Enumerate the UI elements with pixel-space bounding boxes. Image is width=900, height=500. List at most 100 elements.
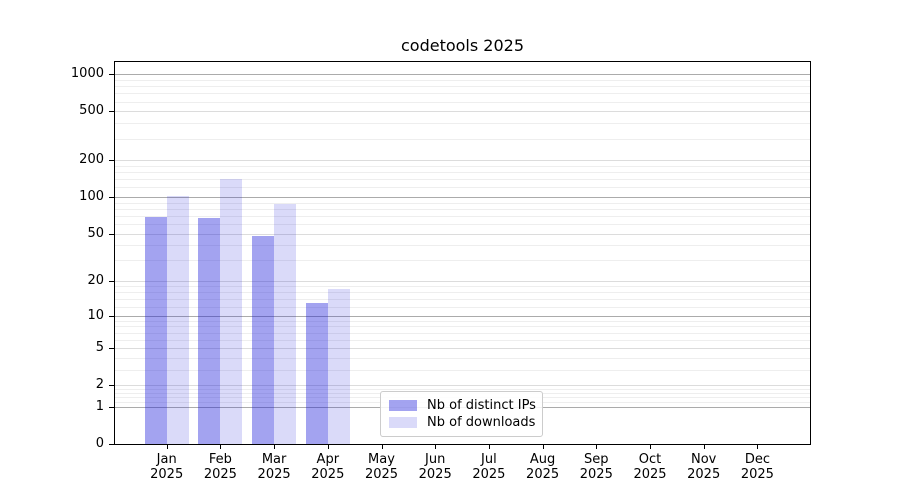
x-tick-apr <box>327 445 329 449</box>
legend-swatch-distinct-ips <box>389 400 417 411</box>
bar-feb-distinct-ips <box>198 218 221 444</box>
gridline-20 <box>115 281 810 283</box>
gridline-8 <box>115 326 810 328</box>
gridline-7 <box>115 332 810 334</box>
gridline-80 <box>115 208 810 210</box>
y-tick-label-20: 20 <box>87 273 104 289</box>
y-tick-2 <box>109 385 114 387</box>
y-tick-label-200: 200 <box>79 152 104 168</box>
plot-area <box>114 61 811 445</box>
x-tick-sep <box>596 445 598 449</box>
bar-jan-distinct-ips <box>144 217 167 444</box>
gridline-100 <box>115 197 810 198</box>
gridline-90 <box>115 202 810 204</box>
y-tick-500 <box>109 111 114 113</box>
gridline-40 <box>115 245 810 247</box>
x-tick-nov <box>703 445 705 449</box>
x-tick-label-oct: Oct 2025 <box>633 452 667 482</box>
x-tick-label-feb: Feb 2025 <box>203 452 237 482</box>
x-tick-label-nov: Nov 2025 <box>687 452 721 482</box>
gridline-800 <box>115 86 810 88</box>
y-tick-5 <box>109 348 114 350</box>
gridline-500 <box>115 111 810 113</box>
gridline-50 <box>115 233 810 235</box>
x-tick-label-dec: Dec 2025 <box>740 452 774 482</box>
x-tick-mar <box>274 445 276 449</box>
x-tick-jul <box>488 445 490 449</box>
y-tick-0 <box>109 444 114 445</box>
gridline-70 <box>115 215 810 217</box>
bar-mar-downloads <box>274 203 297 444</box>
gridline-4 <box>115 357 810 359</box>
gridline-16 <box>115 292 810 294</box>
bar-jan-downloads <box>166 196 189 444</box>
x-tick-label-may: May 2025 <box>364 452 399 482</box>
gridline-300 <box>115 138 810 140</box>
legend-label-downloads: Nb of downloads <box>427 415 536 430</box>
x-tick-aug <box>542 445 544 449</box>
x-tick-label-aug: Aug 2025 <box>526 452 560 482</box>
x-tick-label-apr: Apr 2025 <box>311 452 345 482</box>
gridline-2 <box>115 385 810 387</box>
gridline-5 <box>115 348 810 350</box>
y-tick-100 <box>109 197 114 198</box>
bar-mar-distinct-ips <box>252 235 275 444</box>
gridline-10 <box>115 315 810 317</box>
y-tick-50 <box>109 233 114 235</box>
chart-title: codetools 2025 <box>400 36 525 55</box>
gridline-140 <box>115 179 810 181</box>
x-tick-label-jun: Jun 2025 <box>418 452 452 482</box>
y-tick-label-2: 2 <box>95 377 104 393</box>
legend-label-distinct-ips: Nb of distinct IPs <box>427 398 536 413</box>
y-tick-200 <box>109 160 114 162</box>
x-tick-may <box>381 445 383 449</box>
gridline-160 <box>115 172 810 174</box>
gridline-30 <box>115 260 810 262</box>
gridline-200 <box>115 160 810 162</box>
x-tick-jan <box>166 445 168 449</box>
legend: Nb of distinct IPs Nb of downloads <box>380 391 543 437</box>
y-tick-label-100: 100 <box>79 189 104 204</box>
gridline-12 <box>115 306 810 308</box>
gridline-14 <box>115 299 810 301</box>
x-tick-dec <box>757 445 759 449</box>
x-tick-oct <box>650 445 651 449</box>
bar-apr-distinct-ips <box>305 302 328 444</box>
gridline-1.8 <box>115 388 810 390</box>
gridline-60 <box>115 224 810 225</box>
gridline-18 <box>115 286 810 288</box>
x-tick-label-sep: Sep 2025 <box>579 452 613 482</box>
y-tick-label-0: 0 <box>95 436 104 451</box>
x-tick-feb <box>220 445 222 449</box>
x-tick-jun <box>435 445 437 449</box>
bar-feb-downloads <box>220 179 243 444</box>
y-tick-label-500: 500 <box>79 103 104 119</box>
legend-row-distinct-ips: Nb of distinct IPs <box>389 397 536 414</box>
y-tick-label-1: 1 <box>95 398 104 414</box>
gridline-3 <box>115 369 810 371</box>
y-tick-1 <box>109 406 114 408</box>
gridline-1000 <box>115 74 810 76</box>
gridline-180 <box>115 165 810 167</box>
y-tick-label-50: 50 <box>87 225 104 241</box>
legend-row-downloads: Nb of downloads <box>389 414 536 431</box>
gridline-700 <box>115 93 810 95</box>
y-tick-label-5: 5 <box>95 340 104 356</box>
bar-apr-downloads <box>327 289 350 444</box>
legend-swatch-downloads <box>389 417 417 428</box>
y-tick-20 <box>109 281 114 283</box>
y-tick-1000 <box>109 74 114 76</box>
x-tick-label-jul: Jul 2025 <box>472 452 506 482</box>
y-tick-label-10: 10 <box>87 307 104 323</box>
x-tick-label-mar: Mar 2025 <box>257 452 291 482</box>
y-tick-10 <box>109 315 114 317</box>
gridline-6 <box>115 339 810 341</box>
gridline-120 <box>115 187 810 189</box>
gridline-400 <box>115 123 810 125</box>
gridline-900 <box>115 79 810 81</box>
gridline-9 <box>115 320 810 322</box>
y-tick-label-1000: 1000 <box>70 66 104 82</box>
x-tick-label-jan: Jan 2025 <box>150 452 184 482</box>
gridline-600 <box>115 101 810 103</box>
